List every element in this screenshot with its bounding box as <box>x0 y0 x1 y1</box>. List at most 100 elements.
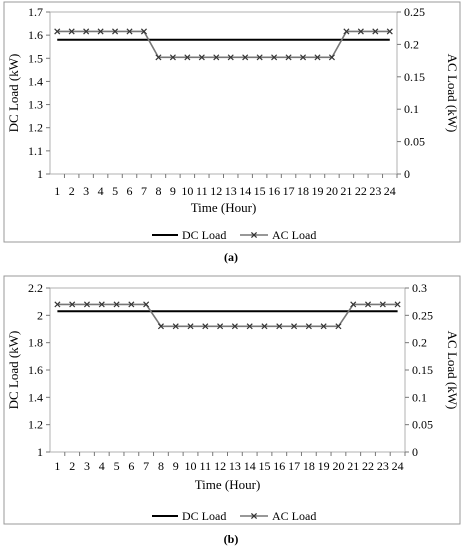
chart-a-legend-ac-marker <box>250 231 258 239</box>
chart-a-ac-point-marker <box>184 54 191 61</box>
chart-a-x-tick-label: 11 <box>196 184 208 198</box>
chart-a-plot-area <box>49 11 398 175</box>
chart-b-y-left-tick-label: 1.8 <box>28 336 43 350</box>
chart-b-ac-point-marker <box>320 323 327 330</box>
chart-b-y-right-tick-label: 0.3 <box>412 281 427 295</box>
chart-a-x-tick-label: 9 <box>170 184 176 198</box>
chart-b-frame <box>3 275 461 525</box>
chart-a-series-ac-line <box>57 30 390 59</box>
chart-b-ac-point-marker <box>217 323 224 330</box>
chart-a-x-tick-label: 6 <box>127 184 133 198</box>
chart-a-x-tick-label: 3 <box>83 184 89 198</box>
chart-a-ac-point-marker <box>386 28 393 35</box>
chart-b-ac-point-marker <box>231 323 238 330</box>
chart-a-x-tick-label: 1 <box>54 184 60 198</box>
chart-a-x-tick-label: 15 <box>254 184 266 198</box>
chart-b-ac-point-marker <box>276 323 283 330</box>
chart-a-ac-point-marker <box>357 28 364 35</box>
chart-b-x-tick-label: 13 <box>229 459 241 473</box>
chart-a-x-tick-label: 24 <box>384 184 396 198</box>
chart-b-x-tick-label: 11 <box>200 459 212 473</box>
chart-a-ac-point-marker <box>68 28 75 35</box>
chart-b-x-tick-label: 12 <box>214 459 226 473</box>
chart-a-x-tick-label: 10 <box>181 184 193 198</box>
chart-b-x-tick-label: 7 <box>143 459 149 473</box>
chart-panel-a: 1 1.1 1.2 1.3 1.4 1.5 1.6 1.7 0 0.05 0.1 0.15 0.2 0.2… <box>3 1 461 264</box>
chart-b-y-right-tick-label: 0 <box>412 445 418 459</box>
chart-b-ac-point-marker <box>246 323 253 330</box>
chart-b-ac-point-marker <box>350 301 357 308</box>
chart-a-x-tick-label: 2 <box>69 184 75 198</box>
chart-b-x-tick-label: 15 <box>258 459 270 473</box>
chart-b-x-tick-label: 1 <box>54 459 60 473</box>
chart-a-x-tick-label: 8 <box>155 184 161 198</box>
chart-a-ac-point-marker <box>227 54 234 61</box>
chart-b-ac-point-marker <box>305 323 312 330</box>
chart-a-y-left-tick-label: 1.1 <box>28 144 43 158</box>
chart-a-ac-point-marker <box>198 54 205 61</box>
chart-b-y-left-tick-label: 1 <box>37 445 43 459</box>
chart-panel-b: 1 1.2 1.4 1.6 1.8 2 2.2 0 0.05 0.1 0.15 0.2 0.25 0.3 1… <box>0 275 462 550</box>
chart-a-ac-point-marker <box>285 54 292 61</box>
chart-b-y-left-axis-title: DC Load (kW) <box>6 331 21 410</box>
chart-b-series-ac-line <box>57 303 398 328</box>
chart-b-y-right-axis-title: AC Load (kW) <box>445 331 460 410</box>
chart-a-y-left-tick-label: 1 <box>37 167 43 181</box>
chart-b-ac-point-marker <box>98 301 105 308</box>
chart-b-x-tick-label: 4 <box>99 459 105 473</box>
chart-a-y-left-axis-title: DC Load (kW) <box>6 54 21 133</box>
chart-b-legend-ac-marker <box>250 512 258 520</box>
chart-b-y-right-tick-label: 0.05 <box>412 418 433 432</box>
chart-a-ac-point-marker <box>242 54 249 61</box>
chart-a-x-axis-title: Time (Hour) <box>191 200 257 215</box>
chart-a-x-tick-label: 12 <box>210 184 222 198</box>
chart-b-x-tick-label: 24 <box>392 459 404 473</box>
chart-b-ac-point-marker <box>261 323 268 330</box>
chart-a-ac-point-marker <box>299 54 307 61</box>
chart-a-x-tick-label: 18 <box>297 184 309 198</box>
chart-b-plot-area <box>49 287 406 453</box>
chart-b-ac-point-marker <box>335 323 342 330</box>
chart-b-ac-point-marker <box>394 301 401 308</box>
chart-b-y-left-tick-label: 2.2 <box>28 281 43 295</box>
chart-b-ac-point-marker <box>157 323 164 330</box>
chart-a-x-tick-label: 7 <box>141 184 147 198</box>
chart-b-x-tick-label: 10 <box>185 459 197 473</box>
chart-b-x-tick-label: 9 <box>173 459 179 473</box>
chart-b-ac-point-marker <box>69 301 76 308</box>
chart-a-legend-ac-label: AC Load <box>272 228 316 242</box>
chart-b-legend-ac-label: AC Load <box>272 509 316 523</box>
chart-a-ac-point-marker <box>112 28 119 35</box>
chart-a-y-right-tick-label: 0.15 <box>404 70 425 84</box>
chart-b-x-tick-label: 2 <box>69 459 75 473</box>
chart-b-x-tick-label: 16 <box>273 459 285 473</box>
chart-b-svg: 1 1.2 1.4 1.6 1.8 2 2.2 0 0.05 0.1 0.15 0.2 0.25 0.3 1… <box>3 275 461 525</box>
chart-a-y-right-axis-title: AC Load (kW) <box>445 54 460 133</box>
chart-a-x-tick-label: 14 <box>239 184 251 198</box>
chart-a-ac-point-marker <box>343 28 350 35</box>
chart-b-ac-point-marker <box>379 301 386 308</box>
chart-a-ac-point-marker <box>155 54 162 61</box>
chart-a-x-tick-label: 20 <box>326 184 338 198</box>
chart-b-y-left-tick-label: 2 <box>37 308 43 322</box>
chart-b-x-axis-title: Time (Hour) <box>195 477 261 492</box>
chart-a-x-tick-label: 4 <box>98 184 104 198</box>
chart-b-x-tick-label: 22 <box>362 459 374 473</box>
chart-b-x-tick-label: 17 <box>288 459 300 473</box>
panel-label-a: (a) <box>224 250 238 264</box>
chart-a-y-left-tick-label: 1.2 <box>28 121 43 135</box>
chart-a-x-tick-label: 13 <box>225 184 237 198</box>
chart-a-ac-point-marker <box>140 28 148 35</box>
chart-a-ac-point-marker <box>97 28 104 35</box>
chart-b-legend-dc-label: DC Load <box>182 509 226 523</box>
chart-b-y-left-tick-label: 1.6 <box>28 363 43 377</box>
chart-a-ac-point-marker <box>83 28 90 35</box>
chart-b-ac-point-marker <box>54 301 61 308</box>
chart-a-x-tick-label: 5 <box>112 184 118 198</box>
chart-a-ac-point-marker <box>271 54 278 61</box>
chart-b-x-tick-label: 18 <box>303 459 315 473</box>
chart-b-y-right-tick-label: 0.15 <box>412 363 433 377</box>
chart-b-x-tick-label: 23 <box>377 459 389 473</box>
chart-a-legend-dc-label: DC Load <box>182 228 226 242</box>
chart-a-x-tick-label: 23 <box>369 184 381 198</box>
